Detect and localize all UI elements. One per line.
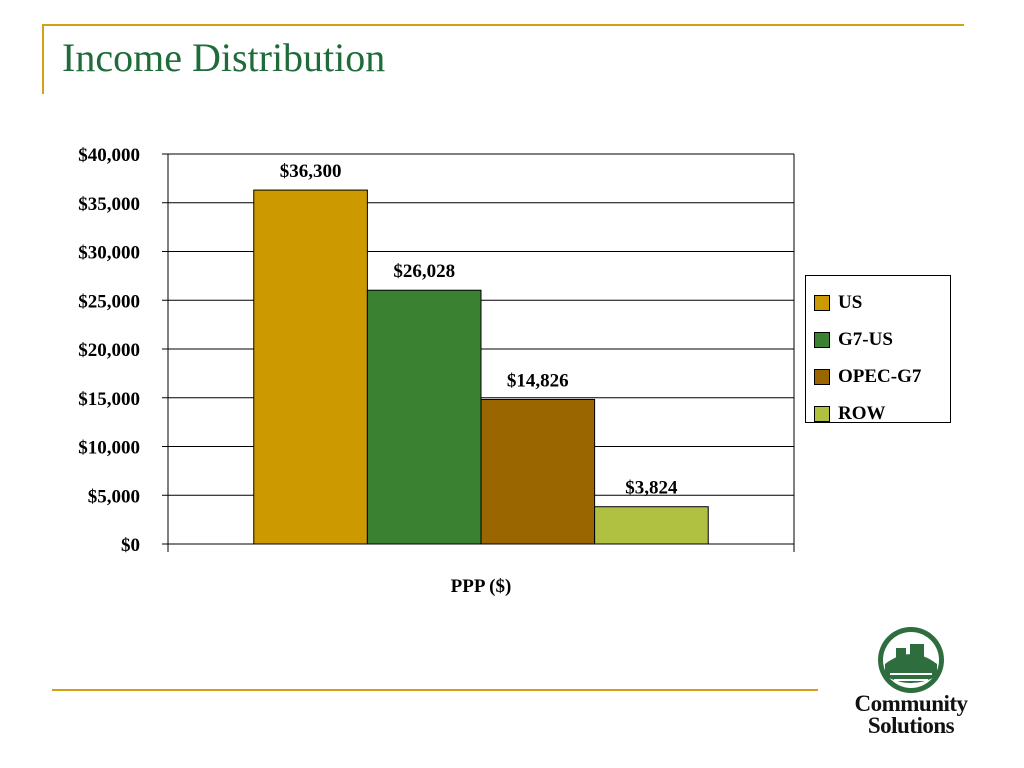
legend-label: G7-US — [838, 328, 893, 350]
legend-swatch — [814, 294, 830, 311]
legend-label: ROW — [838, 402, 886, 424]
bar-row — [594, 506, 709, 545]
logo-line-1: Community — [854, 691, 968, 716]
y-tick-label: $25,000 — [78, 291, 140, 312]
legend-label: US — [838, 291, 863, 313]
legend-item: ROW — [814, 395, 950, 432]
data-label: $36,300 — [280, 161, 342, 182]
legend-swatch — [814, 368, 830, 385]
legend-swatch — [814, 405, 830, 422]
legend-swatch — [814, 331, 830, 348]
logo-line-2: Solutions — [867, 713, 955, 738]
bar-opec-g7 — [480, 398, 596, 545]
y-tick-label: $15,000 — [78, 389, 140, 410]
data-label: $26,028 — [393, 261, 455, 282]
x-axis-label: PPP ($) — [451, 576, 512, 597]
y-tick-label: $40,000 — [78, 145, 140, 166]
legend-item: OPEC-G7 — [814, 358, 950, 395]
title-accent-horizontal — [42, 24, 964, 26]
y-tick-label: $35,000 — [78, 194, 140, 215]
legend-item: US — [814, 284, 950, 321]
y-tick-label: $0 — [121, 535, 140, 556]
y-tick-label: $20,000 — [78, 340, 140, 361]
bar-g7-us — [366, 289, 482, 545]
community-solutions-logo: Community Solutions — [836, 624, 986, 744]
slide-title: Income Distribution — [62, 35, 386, 80]
y-tick-label: $30,000 — [78, 243, 140, 264]
y-tick-label: $5,000 — [88, 486, 140, 507]
community-solutions-seal-icon — [878, 627, 944, 693]
legend-label: OPEC-G7 — [838, 365, 922, 387]
data-label: $14,826 — [507, 370, 569, 391]
bar-us — [253, 189, 368, 545]
legend-item: G7-US — [814, 321, 950, 358]
title-accent-vertical — [42, 24, 44, 94]
y-tick-label: $10,000 — [78, 438, 140, 459]
footer-rule — [52, 689, 818, 691]
chart-legend: US G7-US OPEC-G7 ROW — [805, 275, 951, 424]
data-label: $3,824 — [625, 478, 678, 499]
